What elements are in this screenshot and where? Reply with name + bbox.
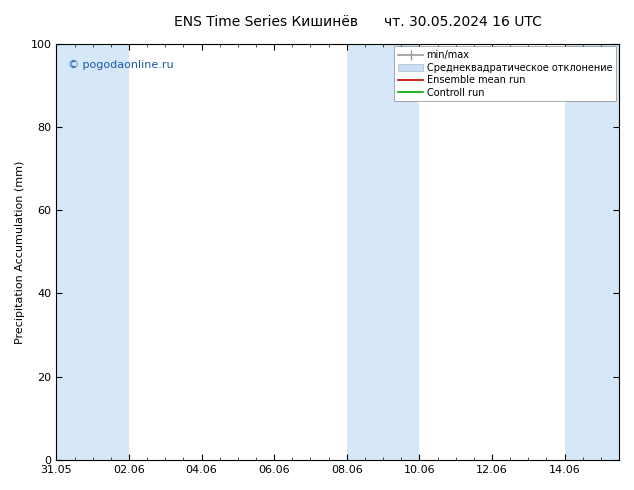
Bar [56, 44, 129, 460]
Bar [564, 44, 619, 460]
Text: ENS Time Series Кишинёв: ENS Time Series Кишинёв [174, 15, 358, 29]
Legend: min/max, Среднеквадратическое отклонение, Ensemble mean run, Controll run: min/max, Среднеквадратическое отклонение… [394, 47, 616, 101]
Text: © pogodaonline.ru: © pogodaonline.ru [68, 60, 173, 70]
Text: чт. 30.05.2024 16 UTC: чт. 30.05.2024 16 UTC [384, 15, 542, 29]
Y-axis label: Precipitation Accumulation (mm): Precipitation Accumulation (mm) [15, 160, 25, 343]
Bar [347, 44, 419, 460]
